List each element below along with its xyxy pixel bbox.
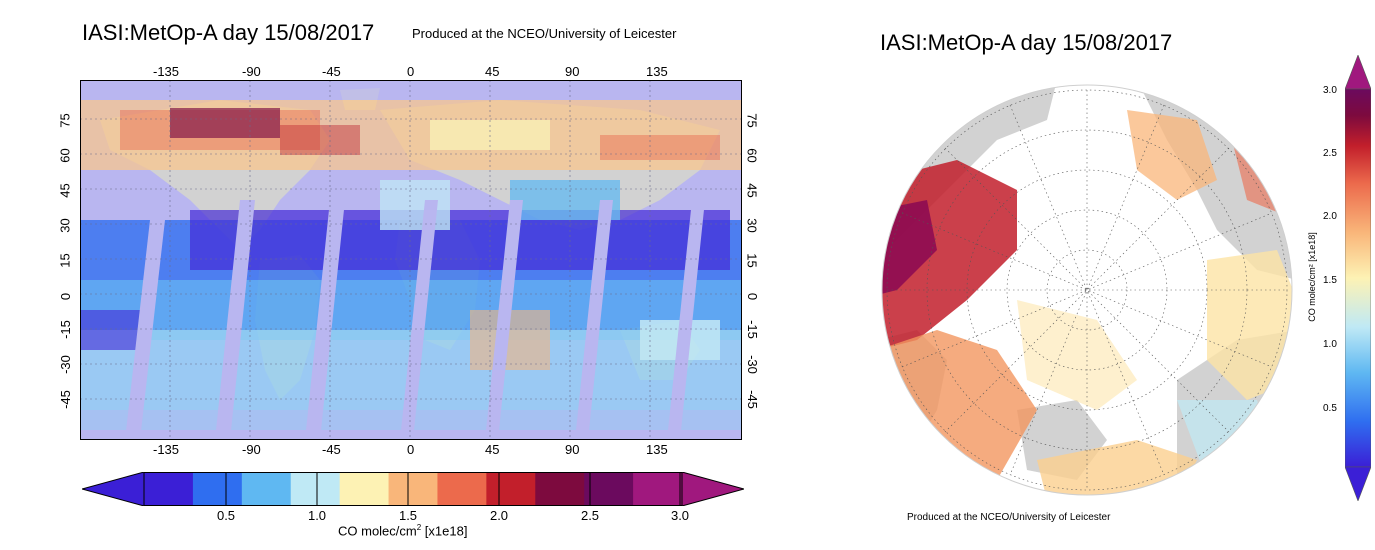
vcolorbar-tick: 1.5 <box>1323 275 1337 286</box>
lat-tick: -45 <box>57 390 73 409</box>
colorbar-label: CO molec/cm2 [x1e18] <box>338 523 467 538</box>
colorbar-segment <box>584 472 634 506</box>
lat-tick: 15 <box>744 253 760 268</box>
colorbar-segment <box>437 472 487 506</box>
lat-tick: 75 <box>744 113 760 128</box>
lat-tick: -30 <box>744 355 760 374</box>
colorbar-label-sup: 2 <box>416 523 422 532</box>
lon-tick: 45 <box>485 64 500 79</box>
left-map-credit: Produced at the NCEO/University of Leice… <box>412 26 677 41</box>
vcolorbar-tick: 3.0 <box>1323 85 1337 96</box>
lat-tick: -15 <box>744 320 760 339</box>
left-map-title: IASI:MetOp-A day 15/08/2017 <box>82 20 375 45</box>
colorbar-label-main: CO molec/cm <box>338 523 417 539</box>
lon-tick: -45 <box>322 442 341 457</box>
lon-tick: -135 <box>153 64 180 79</box>
lat-tick: -30 <box>57 355 73 374</box>
vcolorbar-tick: 1.0 <box>1323 339 1337 350</box>
polar-map-credit: Produced at the NCEO/University of Leice… <box>907 512 1111 523</box>
colorbar-tick: 1.0 <box>307 508 327 523</box>
colorbar-segment <box>290 472 341 506</box>
colorbar-segment <box>633 472 683 506</box>
colorbar-segment <box>192 472 243 506</box>
colorbar-segment <box>486 472 536 506</box>
colorbar-segment <box>339 472 390 506</box>
lon-tick: -90 <box>242 442 261 457</box>
horizontal-colorbar <box>82 472 744 506</box>
lon-tick: -135 <box>153 442 180 457</box>
colorbar-min-arrow <box>82 472 145 506</box>
lon-tick: -45 <box>322 64 341 79</box>
lat-tick: 0 <box>745 292 761 301</box>
colorbar-segment <box>144 472 194 506</box>
vcolorbar-tick: 2.5 <box>1323 148 1337 159</box>
vcolorbar-tick: 0.5 <box>1323 403 1337 414</box>
vcolorbar-tick: 2.0 <box>1323 211 1337 222</box>
lat-tick: 75 <box>57 113 73 128</box>
colorbar-tick: 0.5 <box>216 508 236 523</box>
world-co-map <box>80 80 742 440</box>
lat-tick: 30 <box>744 218 760 233</box>
lat-tick: 30 <box>57 218 73 233</box>
lat-tick: 60 <box>744 148 760 163</box>
lat-tick: 15 <box>57 253 73 268</box>
lon-tick: 135 <box>646 442 668 457</box>
vertical-colorbar <box>1345 55 1371 501</box>
lat-tick: 0 <box>58 292 74 301</box>
polar-map-title: IASI:MetOp-A day 15/08/2017 <box>880 30 1173 55</box>
lon-tick: 90 <box>565 64 580 79</box>
lat-tick: 45 <box>57 183 73 198</box>
colorbar-tick: 2.0 <box>489 508 509 523</box>
colorbar-segment <box>535 472 585 506</box>
lon-tick: 0 <box>407 442 415 457</box>
vcolorbar-max-arrow <box>1345 55 1371 90</box>
lat-tick: 60 <box>57 148 73 163</box>
lon-tick: -90 <box>242 64 261 79</box>
polar-graticule <box>886 89 1288 491</box>
colorbar-tick: 3.0 <box>670 508 690 523</box>
colorbar-max-arrow <box>681 472 744 506</box>
colorbar-tick: 2.5 <box>580 508 600 523</box>
lon-tick: 90 <box>565 442 580 457</box>
lon-tick: 0 <box>407 64 415 79</box>
lon-tick: 45 <box>485 442 500 457</box>
colorbar-tick: 1.5 <box>398 508 418 523</box>
vcolorbar-label: CO molec/cm² [x1e18] <box>1307 232 1317 322</box>
swath-gaps <box>125 200 705 440</box>
lat-tick: -45 <box>744 390 760 409</box>
lon-tick: 135 <box>646 64 668 79</box>
colorbar-segment <box>241 472 292 506</box>
colorbar-segment <box>388 472 438 506</box>
vcolorbar-min-arrow <box>1345 466 1371 501</box>
polar-co-map <box>881 84 1293 496</box>
colorbar-label-tail: [x1e18] <box>421 523 468 539</box>
map-grid <box>80 80 742 440</box>
lat-tick: -15 <box>57 320 73 339</box>
lat-tick: 45 <box>744 183 760 198</box>
